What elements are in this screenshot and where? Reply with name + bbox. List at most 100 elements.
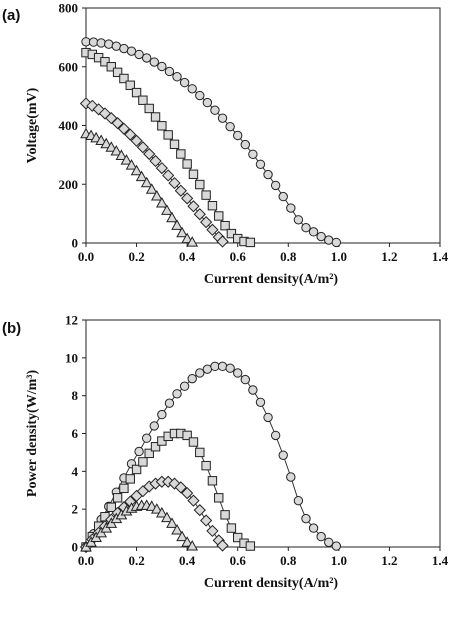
data-point-diamond: [193, 504, 206, 517]
data-point-circle: [225, 121, 235, 132]
data-point-circle: [225, 363, 235, 373]
data-point-triangle: [110, 145, 123, 156]
x-tick-label: 1.2: [381, 249, 397, 264]
data-point-triangle: [150, 503, 163, 514]
data-point-square: [201, 460, 211, 471]
data-point-circle: [172, 72, 182, 82]
data-point-circle: [164, 398, 175, 408]
data-point-triangle: [171, 219, 183, 230]
data-point-square: [163, 130, 173, 140]
data-point-circle: [217, 113, 228, 123]
data-point-square: [245, 541, 256, 551]
data-point-triangle: [130, 164, 143, 176]
data-point-circle: [316, 231, 326, 242]
data-point-circle: [308, 227, 319, 237]
data-point-circle: [316, 531, 326, 542]
data-point-circle: [278, 450, 288, 460]
data-point-circle: [293, 215, 304, 225]
series-line: [85, 41, 337, 243]
data-point-square: [125, 474, 135, 484]
data-point-square: [131, 464, 142, 475]
data-point-circle: [149, 57, 159, 67]
data-point-circle: [134, 446, 144, 457]
y-axis-label: Voltage(mV): [25, 87, 40, 163]
data-point-square: [106, 62, 116, 72]
x-tick-label: 0.8: [280, 249, 297, 264]
data-point-circle: [324, 537, 334, 547]
data-point-triangle: [115, 149, 128, 160]
data-point-diamond: [200, 514, 213, 527]
data-point-triangle: [156, 197, 168, 208]
data-point-circle: [308, 523, 319, 533]
data-point-circle: [187, 373, 197, 384]
data-point-square: [176, 149, 186, 159]
data-point-diamond: [124, 128, 137, 141]
data-point-square: [226, 523, 237, 533]
x-axis-label: Current density(A/m²): [204, 576, 339, 591]
x-tick-label: 0.2: [128, 553, 144, 568]
data-point-square: [144, 448, 154, 459]
panel-label: (b): [2, 320, 21, 337]
data-point-circle: [134, 49, 144, 60]
data-point-circle: [286, 203, 296, 213]
y-tick-label: 400: [59, 118, 79, 133]
data-point-square: [214, 211, 224, 221]
data-point-diamond: [130, 134, 143, 147]
data-point-square: [150, 442, 161, 452]
data-point-triangle: [181, 232, 193, 244]
data-point-diamond: [98, 107, 112, 120]
data-point-square: [214, 493, 224, 503]
data-point-triangle: [186, 236, 199, 247]
series-diamond: [80, 97, 229, 248]
data-point-triangle: [105, 141, 118, 152]
data-point-circle: [157, 61, 167, 72]
data-point-diamond: [155, 161, 168, 175]
data-point-circle: [263, 169, 273, 180]
data-point-square: [195, 447, 205, 458]
data-point-circle: [331, 237, 342, 248]
data-point-triangle: [100, 137, 113, 149]
data-point-square: [100, 57, 110, 67]
y-tick-label: 600: [59, 59, 79, 74]
data-point-square: [138, 95, 148, 105]
data-point-circle: [270, 180, 281, 191]
x-axis-label: Current density(A/m²): [204, 272, 339, 287]
panel-a: (a) 0.0 0.2 0.4 0.6 0.8 1.0 1.2 1.4 0 200 400 600 800…: [2, 1, 449, 288]
data-point-square: [182, 159, 192, 169]
data-point-diamond: [174, 481, 187, 494]
series-square: [81, 428, 256, 552]
data-point-diamond: [206, 223, 219, 236]
data-point-square: [245, 237, 256, 248]
x-tick-label: 0.8: [280, 553, 297, 568]
data-point-circle: [278, 191, 288, 202]
data-point-square: [188, 169, 199, 179]
data-point-circle: [301, 223, 311, 233]
data-point-square: [226, 228, 237, 239]
data-point-triangle: [176, 530, 188, 542]
data-point-diamond: [187, 200, 200, 213]
data-point-triangle: [150, 189, 163, 201]
data-point-circle: [164, 66, 175, 77]
data-point-diamond: [181, 192, 194, 205]
data-point-circle: [96, 38, 106, 48]
data-point-diamond: [162, 169, 175, 182]
data-point-triangle: [145, 183, 158, 194]
plot-frame: [85, 319, 441, 548]
data-point-square: [157, 436, 167, 446]
data-point-square: [150, 112, 161, 122]
data-point-diamond: [187, 494, 200, 507]
y-tick-label: 200: [59, 177, 79, 192]
y-axis-label: Power density(W/m³): [25, 370, 40, 498]
data-point-circle: [141, 433, 152, 443]
data-point-triangle: [140, 176, 153, 188]
data-point-diamond: [143, 147, 156, 161]
data-point-diamond: [193, 208, 206, 221]
series-triangle: [80, 499, 199, 552]
data-point-circle: [141, 53, 152, 63]
data-point-circle: [195, 90, 205, 101]
data-point-square: [220, 510, 230, 520]
x-tick-label: 0.0: [78, 249, 94, 264]
data-point-diamond: [168, 176, 181, 190]
x-tick-label: 1.0: [331, 553, 347, 568]
